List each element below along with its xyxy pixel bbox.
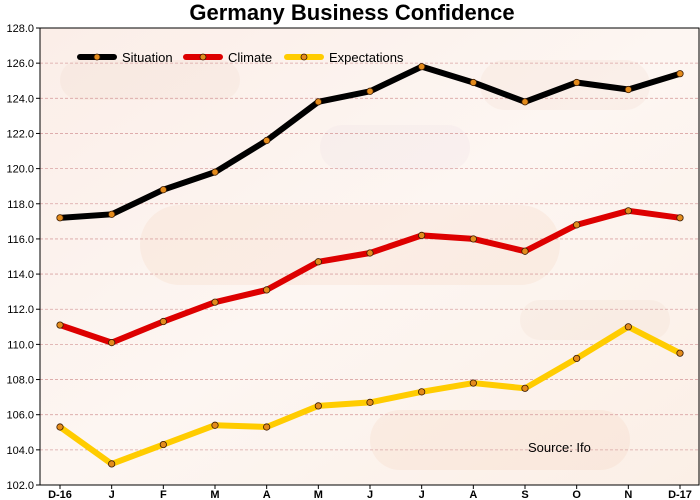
data-point-situation-5 <box>314 98 322 106</box>
legend-label-situation: Situation <box>122 50 173 65</box>
y-tick-label-3: 108.0 <box>6 375 34 387</box>
legend-marker-climate <box>199 53 207 61</box>
legend-marker-situation <box>93 53 101 61</box>
y-tick-label-6: 114.0 <box>7 269 34 281</box>
data-point-situation-4 <box>263 136 271 145</box>
data-point-expectations-6 <box>366 398 374 406</box>
y-tick-label-13: 128.0 <box>6 23 34 35</box>
y-tick-label-1: 104.0 <box>6 445 34 457</box>
x-tick-label-10: O <box>572 489 581 500</box>
data-point-expectations-5 <box>314 402 322 410</box>
y-tick-label-0: 102.0 <box>6 480 34 492</box>
data-point-climate-1 <box>108 339 116 347</box>
x-tick-label-5: M <box>314 489 323 500</box>
x-tick-label-8: A <box>469 489 477 500</box>
data-point-climate-5 <box>314 258 322 266</box>
data-point-situation-6 <box>366 87 374 95</box>
data-point-climate-12 <box>676 214 684 222</box>
y-tick-label-11: 124.0 <box>6 93 34 105</box>
x-tick-label-3: M <box>210 489 219 500</box>
x-tick-label-9: S <box>521 489 528 500</box>
series-situation <box>56 63 684 222</box>
data-point-expectations-11 <box>624 323 632 331</box>
data-point-expectations-3 <box>211 421 219 429</box>
data-point-expectations-8 <box>469 379 477 387</box>
series-climate <box>56 207 684 347</box>
data-point-situation-11 <box>624 85 632 94</box>
legend-marker-expectations <box>300 53 308 61</box>
data-point-climate-3 <box>211 298 219 306</box>
data-point-expectations-9 <box>521 384 529 392</box>
series-lines <box>56 63 684 468</box>
data-point-situation-12 <box>676 70 684 78</box>
y-tick-label-7: 116.0 <box>7 234 34 246</box>
chart-title: Germany Business Confidence <box>189 0 514 25</box>
data-point-climate-8 <box>469 235 477 243</box>
data-point-situation-2 <box>159 186 167 194</box>
y-tick-label-8: 118.0 <box>7 199 34 211</box>
data-point-situation-8 <box>469 78 477 87</box>
y-tick-labels: 102.0 104.0 106.0 108.0 110.0 112.0 114.0 116.0… <box>6 23 40 492</box>
legend-label-expectations: Expectations <box>329 50 404 65</box>
data-point-expectations-7 <box>418 388 426 396</box>
y-tick-label-4: 110.0 <box>7 339 34 351</box>
data-point-situation-7 <box>418 63 426 71</box>
data-point-climate-2 <box>159 317 167 326</box>
data-point-climate-4 <box>263 286 271 294</box>
data-point-situation-10 <box>573 78 581 87</box>
data-point-climate-10 <box>573 221 581 229</box>
data-point-situation-0 <box>56 214 64 222</box>
data-point-climate-6 <box>366 249 374 257</box>
data-point-situation-9 <box>521 98 529 106</box>
legend-item-situation: Situation <box>77 50 173 65</box>
x-tick-label-6: J <box>367 489 373 500</box>
y-tick-label-2: 106.0 <box>6 410 34 422</box>
y-tick-label-12: 126.0 <box>6 58 34 70</box>
data-point-climate-11 <box>624 207 632 215</box>
x-tick-label-2: F <box>160 489 167 500</box>
y-tick-label-9: 120.0 <box>6 164 34 176</box>
data-point-expectations-12 <box>676 349 684 357</box>
x-tick-labels: D-16 J F M A M J J A S O N D-17 <box>48 485 692 500</box>
data-point-climate-9 <box>521 247 529 255</box>
data-point-expectations-10 <box>573 354 581 363</box>
x-tick-label-7: J <box>419 489 425 500</box>
source-annotation: Source: Ifo <box>528 440 591 455</box>
y-tick-label-10: 122.0 <box>6 128 34 140</box>
x-tick-label-1: J <box>109 489 115 500</box>
x-tick-label-0: D-16 <box>48 489 72 500</box>
data-point-expectations-0 <box>56 423 64 431</box>
legend-label-climate: Climate <box>228 50 272 65</box>
data-point-situation-1 <box>108 210 116 218</box>
x-tick-label-11: N <box>624 489 632 500</box>
data-point-climate-0 <box>56 321 64 329</box>
data-point-expectations-4 <box>263 423 271 431</box>
legend-item-climate: Climate <box>183 50 272 65</box>
data-point-expectations-1 <box>108 460 116 468</box>
x-tick-label-12: D-17 <box>668 489 692 500</box>
data-point-situation-3 <box>211 168 219 176</box>
data-point-expectations-2 <box>159 440 167 449</box>
series-expectations <box>56 323 684 468</box>
y-tick-label-5: 112.0 <box>7 304 34 316</box>
data-point-climate-7 <box>418 231 426 240</box>
x-tick-label-4: A <box>263 489 271 500</box>
legend-item-expectations: Expectations <box>284 50 404 65</box>
legend: Situation Climate Expectations <box>77 50 404 65</box>
